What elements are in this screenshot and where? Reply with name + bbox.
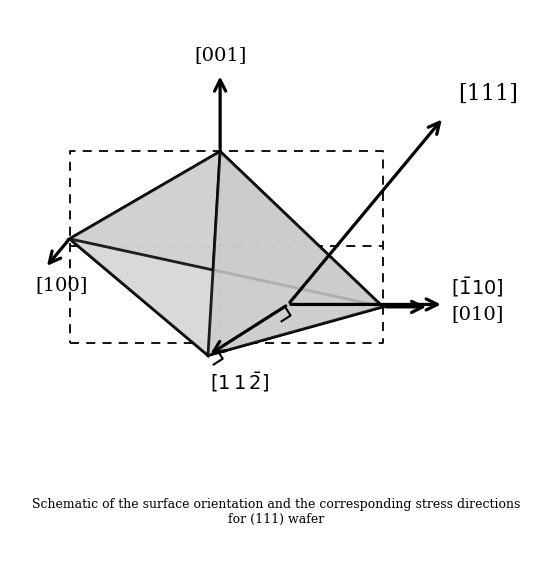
Polygon shape: [70, 152, 220, 356]
Text: $[\bar{1}10]$: $[\bar{1}10]$: [451, 275, 503, 299]
Text: [100]: [100]: [35, 276, 88, 294]
Polygon shape: [70, 239, 383, 356]
Text: [111]: [111]: [458, 83, 518, 105]
Polygon shape: [208, 152, 383, 356]
Text: [001]: [001]: [194, 46, 246, 64]
Text: [010]: [010]: [451, 305, 503, 323]
Polygon shape: [70, 152, 383, 307]
Text: $[1\,1\,\bar{2}]$: $[1\,1\,\bar{2}]$: [210, 370, 269, 394]
Text: Schematic of the surface orientation and the corresponding stress directions
for: Schematic of the surface orientation and…: [32, 498, 520, 526]
